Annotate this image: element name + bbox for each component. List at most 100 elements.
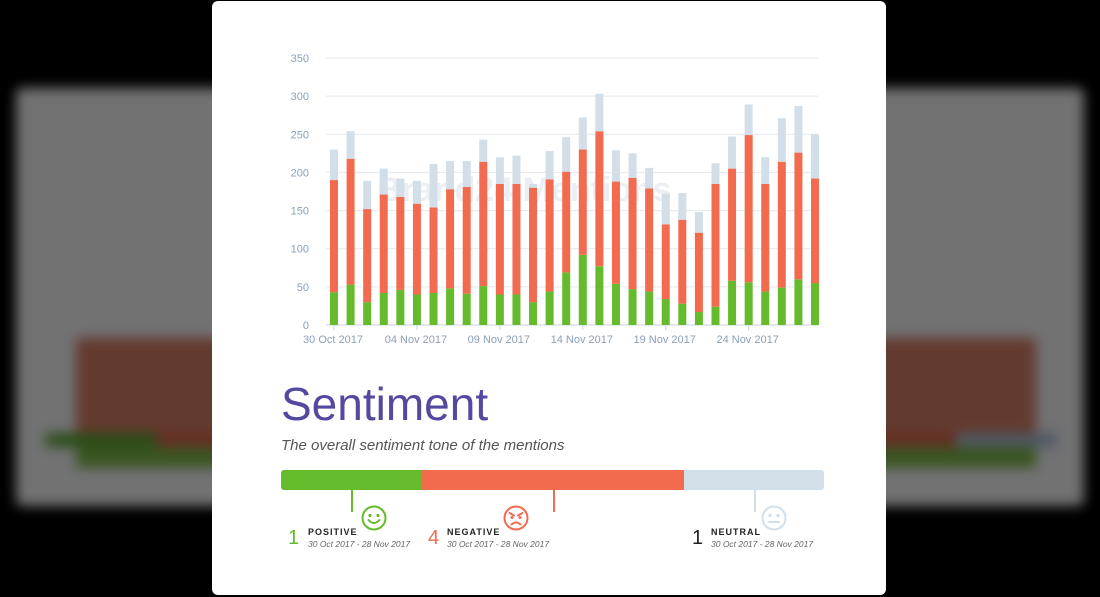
y-tick-label: 200 xyxy=(291,167,309,179)
bar-neutral[interactable] xyxy=(611,150,620,182)
bar-negative[interactable] xyxy=(744,135,753,283)
watermark: Brand24 Mentions xyxy=(377,171,672,209)
bar-neutral[interactable] xyxy=(479,139,488,162)
bar-negative[interactable] xyxy=(446,189,455,289)
positive-count: 1 xyxy=(288,527,300,549)
bar-negative[interactable] xyxy=(330,180,338,293)
bar-neutral[interactable] xyxy=(379,168,388,195)
bar-positive[interactable] xyxy=(495,294,504,325)
bar-neutral[interactable] xyxy=(645,167,654,189)
bar-positive[interactable] xyxy=(611,283,620,325)
bar-negative[interactable] xyxy=(346,158,355,285)
bar-negative[interactable] xyxy=(761,183,770,292)
sentiment-modal: Brand24 Mentions 0 50 100 150 200 250 300 350 3… xyxy=(212,1,886,595)
bar-positive[interactable] xyxy=(761,291,770,325)
bar-neutral[interactable] xyxy=(744,104,753,136)
bar-neutral[interactable] xyxy=(728,136,737,169)
bar-neutral[interactable] xyxy=(330,149,338,181)
bar-positive[interactable] xyxy=(595,266,604,325)
bar-positive[interactable] xyxy=(529,302,538,325)
bar-positive[interactable] xyxy=(512,294,521,325)
bar-neutral[interactable] xyxy=(396,178,405,197)
bar-neutral[interactable] xyxy=(678,193,687,220)
bar-neutral[interactable] xyxy=(512,155,521,184)
bar-neutral[interactable] xyxy=(562,137,571,172)
bar-positive[interactable] xyxy=(330,292,338,325)
bar-positive[interactable] xyxy=(446,288,455,325)
bar-neutral[interactable] xyxy=(429,164,438,208)
bar-neutral[interactable] xyxy=(578,117,587,150)
bar-neutral[interactable] xyxy=(545,151,554,180)
bar-neutral[interactable] xyxy=(628,153,637,178)
bar-negative[interactable] xyxy=(396,196,405,290)
bar-negative[interactable] xyxy=(412,203,421,295)
bar-negative[interactable] xyxy=(529,187,538,303)
neutral-marker xyxy=(754,490,756,512)
bar-positive[interactable] xyxy=(346,284,355,325)
bar-positive[interactable] xyxy=(379,292,388,325)
bar-positive[interactable] xyxy=(661,299,670,325)
bar-neutral[interactable] xyxy=(462,160,471,187)
bar-negative[interactable] xyxy=(694,232,703,313)
bar-positive[interactable] xyxy=(578,254,587,325)
bar-positive[interactable] xyxy=(562,272,571,325)
bar-positive[interactable] xyxy=(545,291,554,325)
bar-positive[interactable] xyxy=(694,312,703,325)
bar-negative[interactable] xyxy=(429,207,438,293)
bar-negative[interactable] xyxy=(545,179,554,292)
bar-negative[interactable] xyxy=(379,194,388,293)
bar-neutral[interactable] xyxy=(777,118,786,162)
bar-neutral[interactable] xyxy=(711,163,720,184)
bar-neutral[interactable] xyxy=(346,131,355,159)
bar-negative[interactable] xyxy=(462,186,471,294)
bar-negative[interactable] xyxy=(661,224,670,300)
bar-neutral[interactable] xyxy=(495,157,504,184)
bar-negative[interactable] xyxy=(495,183,504,295)
bar-negative[interactable] xyxy=(811,178,819,284)
bar-negative[interactable] xyxy=(479,161,488,287)
bar-neutral[interactable] xyxy=(595,93,604,132)
bar-positive[interactable] xyxy=(396,289,405,325)
bar-positive[interactable] xyxy=(794,279,803,325)
bar-positive[interactable] xyxy=(728,280,737,325)
bar-negative[interactable] xyxy=(363,209,372,303)
bar-positive[interactable] xyxy=(363,302,372,325)
bar-negative[interactable] xyxy=(611,181,620,284)
bar-negative[interactable] xyxy=(645,188,654,292)
bar-neutral[interactable] xyxy=(529,183,538,188)
bar-neutral[interactable] xyxy=(694,212,703,233)
bar-positive[interactable] xyxy=(462,293,471,325)
negative-marker xyxy=(553,490,555,512)
bar-neutral[interactable] xyxy=(761,157,770,184)
sentiment-segment-positive xyxy=(281,470,422,490)
bar-neutral[interactable] xyxy=(811,134,819,179)
bar-positive[interactable] xyxy=(412,294,421,325)
bar-negative[interactable] xyxy=(794,152,803,280)
bar-positive[interactable] xyxy=(744,282,753,325)
bar-positive[interactable] xyxy=(628,289,637,325)
bar-negative[interactable] xyxy=(562,171,571,273)
bar-negative[interactable] xyxy=(595,131,604,267)
bar-negative[interactable] xyxy=(578,149,587,255)
bar-negative[interactable] xyxy=(628,177,637,290)
bar-neutral[interactable] xyxy=(661,193,670,225)
bar-negative[interactable] xyxy=(711,183,720,307)
bar-neutral[interactable] xyxy=(794,106,803,153)
bar-negative[interactable] xyxy=(678,219,687,304)
bar-negative[interactable] xyxy=(777,161,786,288)
bar-neutral[interactable] xyxy=(363,180,372,210)
bar-positive[interactable] xyxy=(777,287,786,325)
bar-neutral[interactable] xyxy=(412,180,421,204)
bar-positive[interactable] xyxy=(678,303,687,325)
bar-positive[interactable] xyxy=(479,286,488,325)
bar-neutral[interactable] xyxy=(446,160,455,190)
negative-date-range: 30 Oct 2017 - 28 Nov 2017 xyxy=(447,539,550,549)
bar-negative[interactable] xyxy=(512,183,521,295)
x-tick-label: 14 Nov 2017 xyxy=(551,334,613,346)
bar-positive[interactable] xyxy=(711,306,720,325)
bar-positive[interactable] xyxy=(811,283,819,325)
bar-positive[interactable] xyxy=(645,291,654,325)
sentiment-segment-neutral xyxy=(683,470,824,490)
bar-positive[interactable] xyxy=(429,292,438,325)
bar-negative[interactable] xyxy=(728,168,737,281)
